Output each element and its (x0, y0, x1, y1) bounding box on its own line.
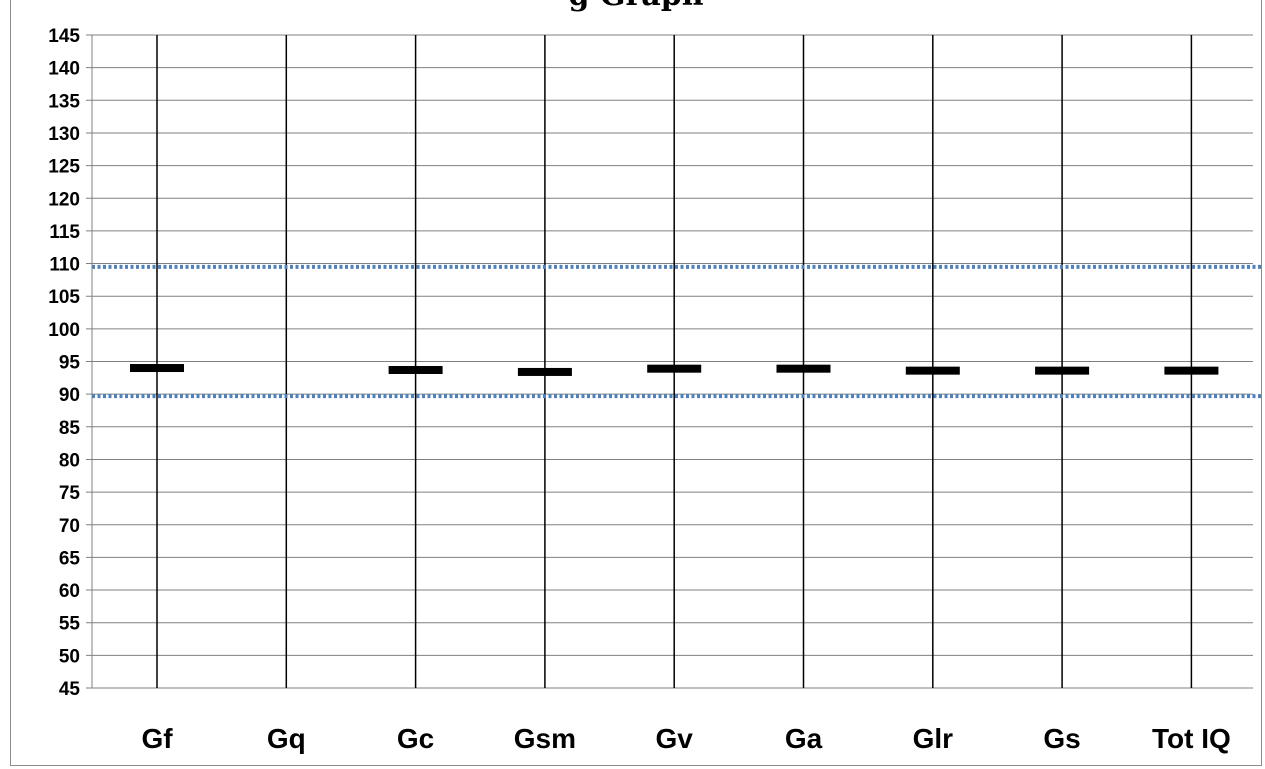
x-tick-label: Gsm (514, 723, 576, 754)
y-tick-label: 100 (48, 320, 80, 341)
y-tick-label: 130 (48, 124, 80, 145)
y-tick-label: 115 (49, 222, 80, 243)
chart-title: g Graph (11, 0, 1261, 13)
score-marker (388, 365, 443, 374)
x-tick-label: Gv (656, 723, 694, 754)
score-marker (130, 364, 184, 373)
y-tick-label: 75 (59, 483, 81, 504)
y-tick-label: 60 (59, 581, 80, 602)
y-tick-label: 120 (48, 189, 80, 210)
x-tick-label: Gf (141, 723, 173, 754)
score-marker (776, 364, 831, 373)
y-tick-label: 70 (59, 516, 80, 537)
x-tick-label: Glr (913, 723, 954, 754)
y-tick-label: 90 (59, 385, 80, 406)
y-tick-label: 145 (48, 26, 80, 47)
score-marker (1164, 366, 1219, 375)
x-tick-label: Ga (785, 723, 823, 754)
y-tick-label: 140 (48, 59, 80, 80)
x-tick-label: Gq (267, 723, 306, 754)
y-tick-label: 85 (59, 418, 81, 439)
x-tick-label: Gs (1043, 723, 1080, 754)
chart-frame: g Graph 45 50 55 60 65 70 75 80 85 90 95 100 105 110 1… (10, 0, 1263, 766)
y-tick-label: 50 (59, 646, 80, 667)
y-tick-label: 80 (59, 450, 80, 471)
y-tick-label: 55 (59, 614, 81, 635)
score-marker (517, 367, 572, 376)
y-tick-label: 105 (48, 287, 80, 308)
score-marker (905, 366, 960, 375)
y-tick-label: 45 (59, 679, 81, 700)
y-tick-label: 135 (48, 91, 80, 112)
y-tick-label: 125 (48, 157, 80, 178)
x-tick-label: Tot IQ (1152, 723, 1231, 754)
score-marker (647, 364, 702, 373)
y-tick-label: 65 (59, 548, 81, 569)
y-tick-label: 95 (59, 353, 81, 374)
score-marker (1035, 366, 1090, 375)
y-tick-label: 110 (49, 255, 80, 276)
chart-plot: 45 50 55 60 65 70 75 80 85 90 95 100 105 110 115 120 125… (48, 26, 1263, 754)
x-tick-label: Gc (397, 723, 434, 754)
